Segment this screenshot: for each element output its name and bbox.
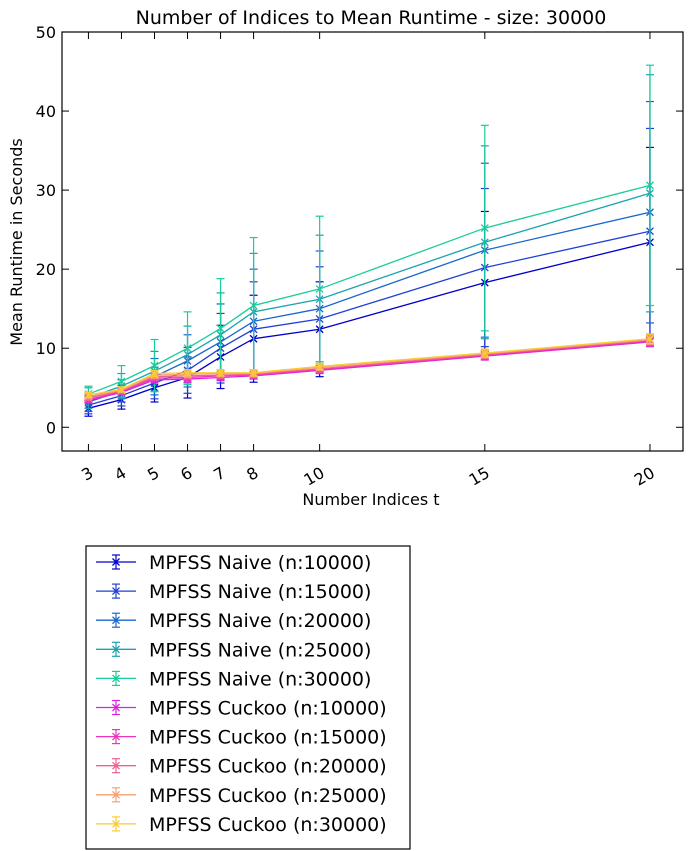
y-tick-label: 40 [36,102,56,121]
legend-marker [112,587,120,596]
y-axis-label: Mean Runtime in Seconds [7,138,26,345]
series-9 [84,334,654,401]
legend-label: MPFSS Cuckoo (n:30000) [149,814,387,836]
legend-item: MPFSS Cuckoo (n:20000) [96,756,387,778]
legend-marker [112,819,120,828]
legend-label: MPFSS Naive (n:30000) [149,668,371,690]
data-point-marker [216,324,225,333]
x-tick-label: 7 [210,463,228,485]
x-tick-label: 4 [111,463,129,485]
legend-item: MPFSS Cuckoo (n:10000) [96,698,387,720]
legend-item: MPFSS Naive (n:10000) [96,552,371,574]
legend-marker [112,732,120,741]
x-tick-label: 15 [466,463,493,490]
data-point-marker [249,368,258,377]
data-point-marker [117,377,126,386]
legend-item: MPFSS Naive (n:30000) [96,668,371,690]
legend-label: MPFSS Naive (n:20000) [149,610,371,632]
x-tick-label: 8 [243,463,261,485]
legend-item: MPFSS Cuckoo (n:25000) [96,785,387,807]
data-point-marker [117,385,126,394]
x-tick-label: 20 [631,463,658,490]
legend-label: MPFSS Naive (n:25000) [149,639,371,661]
series-line [88,241,651,409]
series-line [88,340,651,401]
legend-item: MPFSS Naive (n:25000) [96,639,371,661]
legend: MPFSS Naive (n:10000) MPFSS Naive (n:1500… [85,545,411,850]
data-point-marker [315,284,324,293]
legend-label: MPFSS Naive (n:15000) [149,581,371,603]
y-tick-label: 0 [46,418,56,437]
legend-marker [112,790,120,799]
data-point-marker [150,361,159,370]
series-5 [84,64,654,403]
data-point-marker [249,301,258,310]
plot-area: 0 10 20 30 40 50 3 4 5 6 7 8 10 15 20 [36,23,684,490]
legend-item: MPFSS Naive (n:15000) [96,581,371,603]
legend-marker [112,761,120,770]
series-4 [84,74,654,409]
legend-marker [112,558,120,566]
y-tick-label: 50 [36,23,56,42]
chart-title: Number of Indices to Mean Runtime - size… [136,7,607,29]
y-tick-label: 10 [36,339,56,358]
y-tick-label: 30 [36,181,56,200]
y-tick-label: 20 [36,260,56,279]
data-point-marker [480,349,489,357]
data-point-marker [150,369,159,378]
legend-marker [112,703,120,712]
data-point-marker [315,362,324,371]
legend-marker [112,616,120,625]
data-point-marker [480,224,489,233]
legend-label: MPFSS Cuckoo (n:20000) [149,756,387,778]
data-point-marker [84,390,93,399]
legend-item: MPFSS Cuckoo (n:15000) [96,727,387,749]
data-point-marker [183,344,192,353]
legend-label: MPFSS Cuckoo (n:25000) [149,785,387,807]
data-point-marker [646,181,654,190]
x-tick-label: 5 [144,463,162,485]
data-point-marker [646,334,654,343]
legend-marker [112,645,120,654]
x-tick-label: 10 [301,463,328,490]
series-line [88,341,651,402]
legend-item: MPFSS Cuckoo (n:30000) [96,814,387,836]
data-point-marker [183,368,192,377]
x-tick-label: 3 [78,463,96,485]
data-point-marker [216,368,225,377]
legend-item: MPFSS Naive (n:20000) [96,610,371,632]
x-axis-label: Number Indices t [302,490,439,509]
series-10 [84,333,654,399]
legend-marker [112,674,120,683]
legend-label: MPFSS Cuckoo (n:15000) [149,727,387,749]
plot-frame [61,31,684,452]
legend-box [85,545,411,850]
legend-label: MPFSS Naive (n:10000) [149,552,371,574]
legend-label: MPFSS Cuckoo (n:10000) [149,698,387,720]
x-tick-label: 6 [177,463,195,485]
